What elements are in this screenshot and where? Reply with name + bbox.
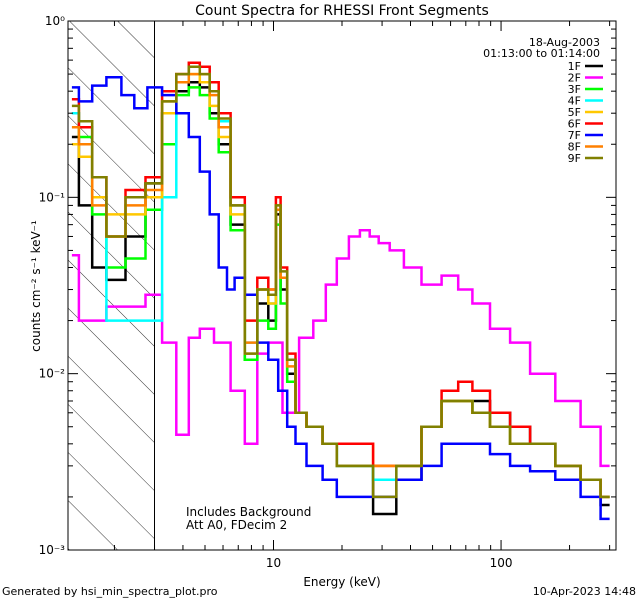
legend-label-4F: 4F [568, 95, 581, 108]
annotation-attenuator: Att A0, FDecim 2 [186, 518, 287, 532]
footer-timestamp: 10-Apr-2023 14:48 [533, 585, 636, 598]
y-tick-label: 10⁻¹ [39, 190, 66, 204]
x-axis-label: Energy (keV) [303, 575, 380, 589]
series-layer [71, 61, 610, 521]
observation-date: 18-Aug-2003 [529, 36, 600, 49]
footer-generated-by: Generated by hsi_min_spectra_plot.pro [2, 585, 218, 598]
legend-label-9F: 9F [568, 152, 581, 165]
series-line-9F [71, 65, 610, 499]
y-tick-label: 10⁻³ [39, 543, 66, 557]
legend-label-2F: 2F [568, 72, 581, 85]
x-tick-label: 10 [266, 556, 281, 570]
legend-label-7F: 7F [568, 129, 581, 142]
legend-label-6F: 6F [568, 118, 581, 131]
chart-title: Count Spectra for RHESSI Front Segments [195, 3, 489, 19]
y-tick-labels: 10⁻³ 10⁻² 10⁻¹ 10⁰ [39, 14, 66, 557]
x-tick-labels: 10 100 [266, 556, 513, 570]
y-axis-label: counts cm⁻² s⁻¹ keV⁻¹ [29, 220, 43, 352]
legend-label-3F: 3F [568, 83, 581, 96]
series-line-2F [71, 229, 610, 468]
y-tick-label: 10⁻² [39, 367, 66, 381]
legend-label-1F: 1F [568, 60, 581, 73]
legend-label-8F: 8F [568, 141, 581, 154]
series-line-7F [71, 75, 610, 521]
y-tick-label: 10⁰ [45, 14, 65, 28]
x-tick-label: 100 [490, 556, 513, 570]
annotation-background: Includes Background [186, 505, 311, 519]
time-range: 01:13:00 to 01:14:00 [483, 47, 600, 60]
legend-label-5F: 5F [568, 106, 581, 119]
axis-ticks [68, 20, 616, 551]
